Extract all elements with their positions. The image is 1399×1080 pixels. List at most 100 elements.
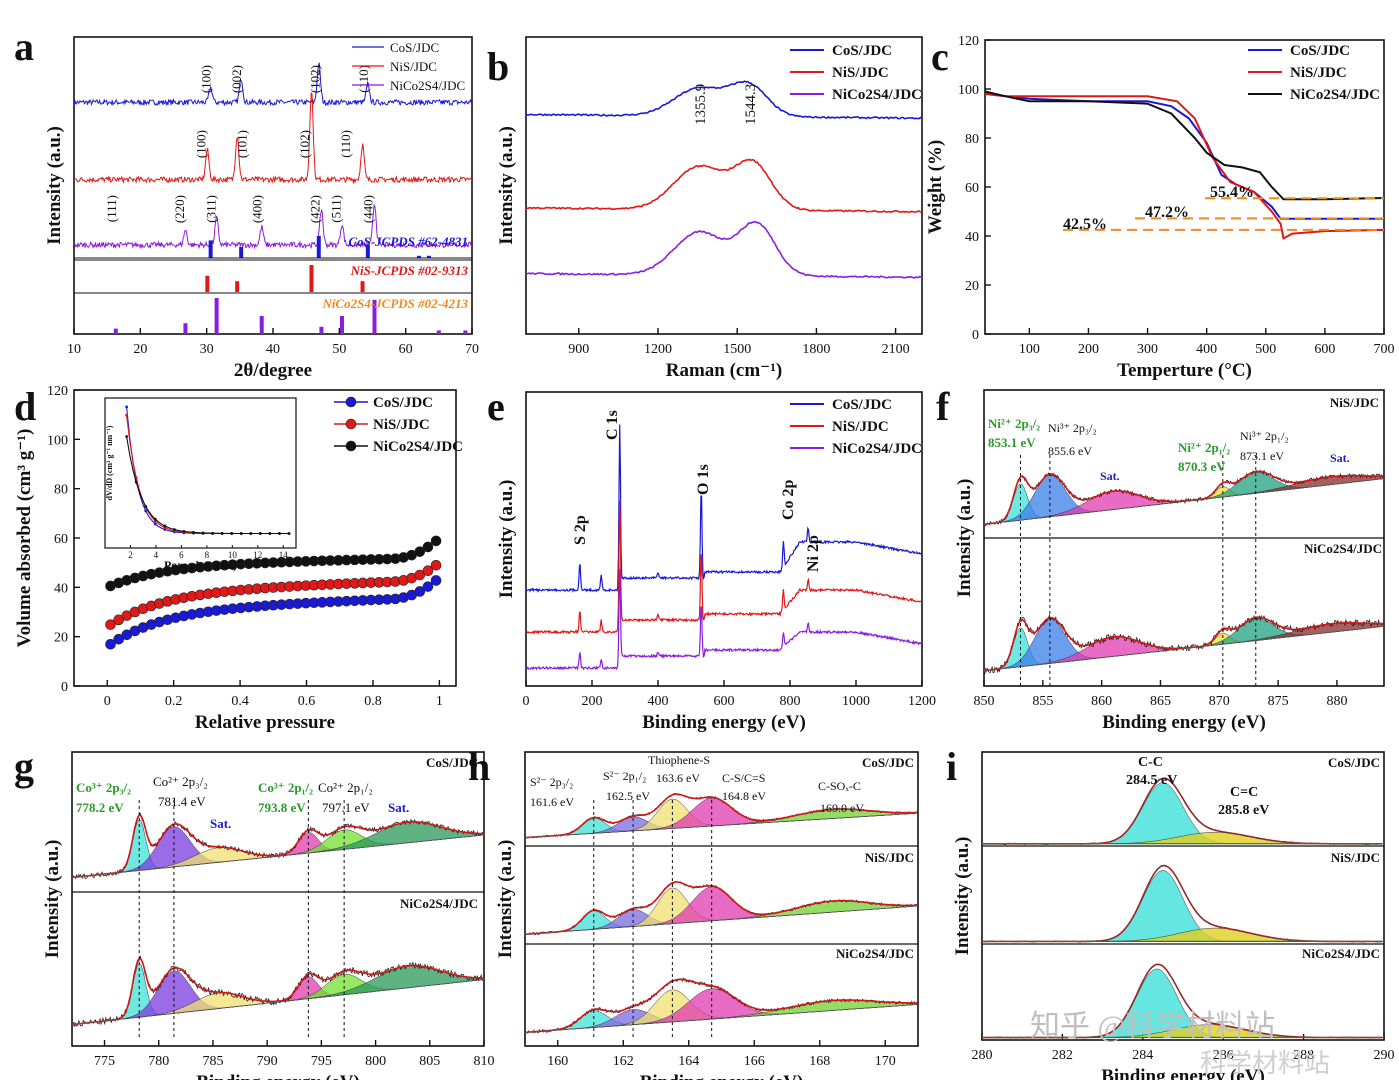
panel-letter-h: h [468,744,490,789]
raw-spectrum [71,812,484,880]
fit-baseline [524,905,917,935]
x-tick-label: 700 [1374,342,1395,357]
legend-entry: NiCo2S4/JDC [832,441,922,457]
reference-stick [463,330,468,334]
isotherm-point [105,619,116,630]
peak-name: C-C [1138,755,1163,770]
peak-name: Ni³⁺ 2p₃/₂ [1048,421,1097,435]
panel-letter-b: b [487,44,509,89]
plot-frame [71,751,485,1047]
xrd-curve-1 [73,91,473,185]
isotherm-point [422,565,434,577]
x-tick-label: 288 [1293,1048,1314,1063]
peak-label: (111) [104,195,119,222]
x-tick-label: 290 [1374,1048,1395,1063]
x-tick-label: 775 [94,1054,115,1069]
x-tick-label: 855 [1032,694,1053,709]
inset-point [211,531,214,535]
peak-value: 855.6 eV [1048,444,1092,458]
x-tick-label: 70 [465,342,479,357]
fit-envelope [71,814,484,879]
tga-curve-2 [984,90,1385,201]
legend-entry: CoS/JDC [390,40,439,55]
watermark-text: 科学材料站 [1200,1049,1330,1078]
panel-d: 0 0.2 0.4 0.6 0.8 1 Relative pressure Volume ab… [14,384,463,733]
reference-stick [372,299,377,334]
panel-letter-f: f [936,384,950,429]
peak-value: 873.1 eV [1240,449,1284,463]
x-tick-label: 850 [974,694,995,709]
x-tick-label: 880 [1326,694,1347,709]
inset-point [144,505,148,508]
fit-component [982,782,1382,845]
x-tick-label: 795 [311,1054,332,1069]
x-tick-label: 860 [1091,694,1112,709]
y-axis-label: Intensity (a.u.) [44,126,65,245]
x-axis-label: Binding energy (eV) [640,1072,804,1080]
reference-stick [436,330,441,334]
panel-g: 775 780 785 790 795 800 805 810 Binding energy (… [42,751,495,1080]
xrd-curve-0 [73,62,473,107]
peak-value: 797.1 eV [322,800,370,815]
x-tick-label: 168 [809,1054,830,1069]
x-tick-label: 400 [648,694,669,709]
plot-frame [981,751,1385,1041]
peak-label: Ni 2p [805,535,822,572]
panel-letter-e: e [487,384,505,429]
inset-point [230,532,234,535]
panel-h: 160 162 164 166 168 170 Binding energy (eV) Int… [495,751,919,1080]
x-tick-label: 1000 [842,694,870,709]
x-tick-label: 30 [200,342,214,357]
legend-entry: NiS/JDC [1290,65,1347,81]
inset-point [182,530,186,533]
x-tick-label: 1200 [908,694,936,709]
x-tick-label: 60 [399,342,413,357]
inset-tick-label: 12 [253,550,262,560]
peak-label: (220) [172,195,187,223]
x-tick-label: 164 [678,1054,699,1069]
x-axis-label: Binding energy (eV) [1101,1066,1265,1080]
inset-point [201,531,205,535]
x-tick-label: 790 [257,1054,278,1069]
inset-point [144,509,148,513]
isotherm-point [430,560,442,571]
peak-label: (100) [193,130,208,158]
reference-stick [239,247,244,258]
y-axis-label: Weight (%) [925,140,946,234]
subplot-label: NiCo2S4/JDC [836,946,914,961]
peak-label: (110) [338,130,353,158]
peak-name: Sat. [1330,451,1350,465]
x-tick-label: 20 [133,342,147,357]
isotherm-point [422,541,434,553]
x-tick-label: 1500 [723,342,751,357]
y-axis-label: Intensity (a.u.) [42,840,63,959]
peak-name: Thiophene-S [648,753,710,767]
xrd-curve-2 [73,203,473,250]
x-tick-label: 875 [1268,694,1289,709]
x-tick-label: 785 [202,1054,223,1069]
peak-value: 778.2 eV [76,800,124,815]
inset-point [192,531,195,534]
inset-tick-label: 6 [179,550,184,560]
legend-entry: NiS/JDC [390,59,437,74]
survey-curve-2 [525,568,923,671]
subplot-label: CoS/JDC [862,755,914,770]
y-tick-label: 60 [965,181,979,196]
reference-stick [205,275,210,292]
x-tick-label: 284 [1132,1048,1153,1063]
peak-label: (102) [297,130,312,158]
reference-stick [208,240,213,258]
peak-name: Sat. [388,800,409,815]
x-axis-label: 2θ/degree [234,360,312,381]
annotation-text: 55.4% [1210,184,1254,201]
x-axis-label: Temperture (°C) [1117,360,1252,381]
fit-baseline [983,478,1385,525]
y-tick-label: 20 [54,631,68,646]
x-tick-label: 300 [1137,342,1158,357]
reference-stick [214,298,219,334]
peak-name: Sat. [1100,469,1120,483]
x-tick-label: 282 [1052,1048,1073,1063]
fit-component [982,870,1382,942]
y-tick-label: 0 [61,680,68,695]
